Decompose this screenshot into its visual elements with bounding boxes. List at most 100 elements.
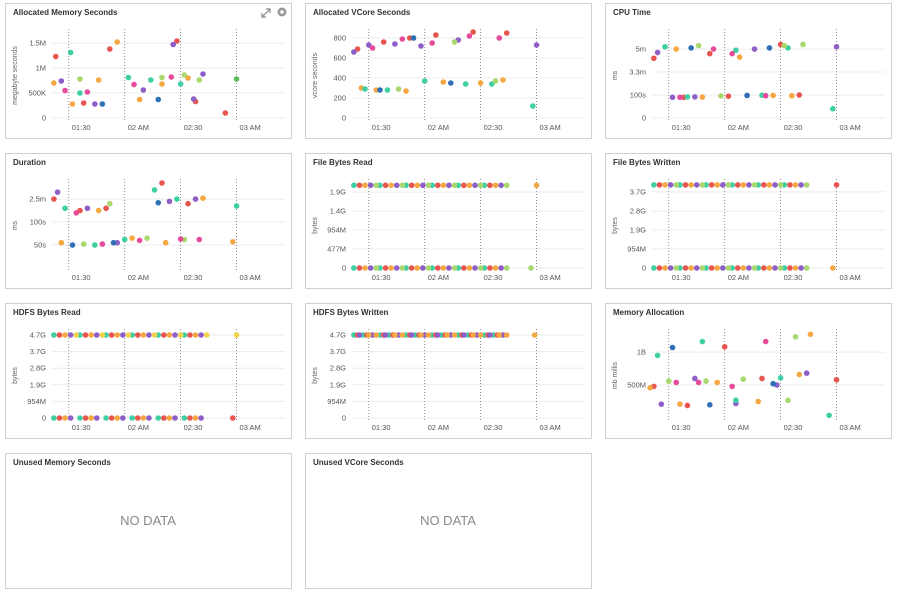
- data-point: [692, 375, 698, 382]
- data-point: [669, 94, 676, 101]
- x-tick-label: 02:30: [184, 273, 203, 282]
- data-point: [51, 332, 57, 338]
- data-point: [77, 415, 83, 421]
- data-point: [729, 50, 735, 57]
- data-point: [166, 198, 173, 205]
- data-point: [192, 415, 199, 421]
- data-point: [472, 265, 478, 271]
- data-point: [62, 87, 68, 94]
- y-tick-label: 50s: [34, 241, 46, 250]
- data-point: [446, 265, 452, 271]
- x-tick-label: 03 AM: [840, 423, 861, 432]
- data-point: [492, 182, 499, 189]
- data-point: [187, 415, 193, 421]
- data-point: [444, 332, 450, 338]
- x-tick-label: 02 AM: [728, 423, 749, 432]
- y-axis-label: bytes: [612, 217, 619, 234]
- data-point: [667, 265, 674, 271]
- panel-title: File Bytes Written: [613, 158, 681, 167]
- panel-title: File Bytes Read: [313, 158, 373, 167]
- y-tick-label: 3.7G: [30, 347, 46, 356]
- panel-frame: [305, 3, 592, 139]
- data-point: [777, 265, 784, 271]
- data-point: [688, 45, 694, 51]
- expand-icon[interactable]: [261, 8, 271, 18]
- y-tick-label: 1B: [637, 348, 646, 357]
- data-point: [58, 239, 65, 246]
- y-tick-label: 600: [333, 54, 346, 63]
- data-point: [477, 332, 484, 338]
- panel: Unused Memory Seconds NO DATA: [5, 453, 292, 589]
- data-point: [718, 93, 724, 99]
- data-point: [77, 90, 83, 96]
- data-point: [377, 87, 383, 93]
- data-point: [647, 384, 653, 391]
- data-point: [114, 39, 121, 45]
- data-point: [503, 265, 510, 271]
- data-point: [807, 331, 814, 338]
- data-point: [429, 40, 435, 46]
- data-point: [73, 210, 80, 216]
- data-point: [451, 332, 458, 338]
- data-point: [651, 55, 657, 62]
- x-tick-label: 01:30: [672, 273, 691, 282]
- data-point: [103, 415, 109, 421]
- panel-title: HDFS Bytes Read: [13, 308, 81, 317]
- data-point: [95, 207, 102, 214]
- data-point: [470, 29, 476, 35]
- x-tick-label: 02:30: [484, 423, 503, 432]
- data-point: [384, 87, 391, 93]
- y-tick-label: 800: [333, 34, 346, 43]
- data-point: [198, 332, 204, 338]
- data-point: [187, 332, 193, 338]
- x-tick-label: 01:30: [372, 273, 391, 282]
- data-point: [787, 182, 793, 188]
- data-point: [658, 401, 665, 407]
- data-point: [792, 182, 799, 188]
- panel-title: Memory Allocation: [613, 308, 684, 317]
- data-point: [356, 182, 363, 189]
- data-point: [762, 338, 769, 345]
- panel: Memory Allocation mb millis 500M 1B 01:30 02 …: [605, 303, 892, 439]
- data-point: [77, 76, 83, 82]
- data-point: [88, 332, 94, 338]
- data-point: [162, 239, 169, 246]
- data-point: [351, 182, 357, 189]
- data-point: [751, 46, 758, 52]
- data-point: [706, 402, 713, 408]
- y-tick-label: 0: [342, 114, 346, 123]
- data-point: [762, 92, 769, 99]
- panel-frame: [5, 153, 292, 289]
- x-tick-label: 01:30: [72, 273, 91, 282]
- data-point: [147, 77, 154, 83]
- data-point: [69, 242, 76, 248]
- data-point: [654, 352, 661, 359]
- settings-icon[interactable]: [277, 7, 287, 17]
- data-point: [714, 182, 721, 188]
- data-point: [434, 332, 441, 338]
- data-point: [125, 332, 132, 338]
- data-point: [785, 397, 791, 404]
- data-point: [466, 182, 473, 189]
- data-point: [725, 93, 732, 99]
- data-point: [766, 45, 773, 51]
- data-point: [781, 42, 788, 49]
- data-point: [58, 78, 65, 84]
- data-point: [766, 265, 773, 271]
- data-point: [399, 265, 406, 271]
- data-point: [729, 383, 735, 390]
- data-point: [200, 71, 206, 77]
- data-point: [166, 415, 173, 421]
- data-point: [410, 35, 417, 41]
- data-point: [67, 332, 74, 338]
- x-tick-label: 03 AM: [840, 123, 861, 132]
- data-point: [190, 96, 197, 102]
- data-point: [365, 332, 372, 338]
- x-tick-label: 03 AM: [840, 273, 861, 282]
- data-point: [233, 203, 240, 209]
- data-point: [222, 110, 229, 116]
- data-point: [120, 415, 126, 421]
- data-point: [192, 332, 199, 338]
- y-tick-label: 500K: [28, 89, 46, 98]
- data-point: [721, 344, 728, 350]
